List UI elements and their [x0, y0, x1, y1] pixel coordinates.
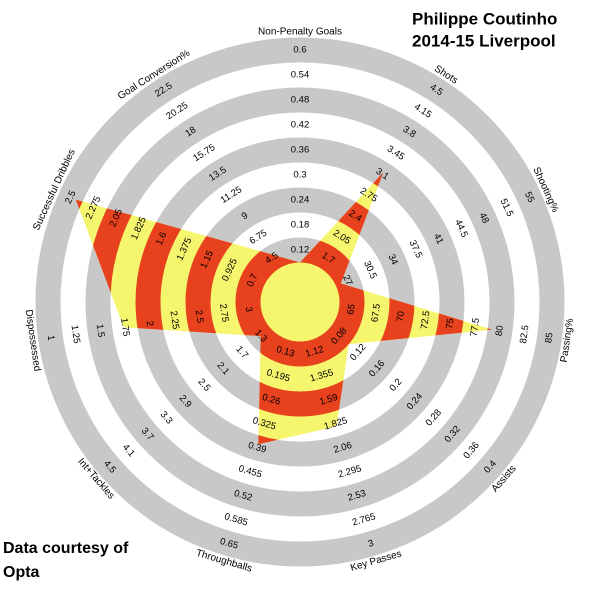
tick-label: 3: [243, 306, 255, 313]
tick-label: 0.18: [291, 220, 310, 231]
tick-label: 77.5: [468, 317, 482, 337]
tick-label: 0.12: [348, 342, 368, 363]
tick-label: 1.75: [118, 317, 132, 337]
tick-label: 2.53: [346, 488, 367, 504]
tick-label: 0.13: [275, 344, 296, 360]
tick-label: 11.25: [219, 184, 244, 206]
tick-label: 2.765: [351, 511, 377, 528]
tick-label: 6.75: [248, 228, 270, 247]
tick-label: 2.5: [63, 189, 78, 206]
tick-label: 0.36: [291, 145, 310, 156]
tick-label: 9: [240, 210, 250, 222]
tick-label: 65: [345, 303, 357, 315]
tick-label: 1.5: [94, 323, 107, 338]
tick-label: 20.25: [164, 100, 190, 122]
tick-label: 0.28: [424, 407, 444, 428]
tick-label: 4.1: [120, 442, 137, 459]
axis-label: Non-Penalty Goals: [258, 27, 342, 38]
tick-label: 1.7: [233, 344, 250, 361]
radar-area: [75, 172, 493, 445]
tick-label: 3.45: [385, 143, 407, 162]
tick-label: 3.3: [158, 409, 175, 426]
tick-label: 15.75: [191, 142, 217, 164]
tick-label: 27: [340, 273, 354, 287]
tick-label: 0.39: [247, 440, 268, 456]
tick-label: 0.54: [291, 70, 310, 81]
tick-label: 0.7: [245, 272, 260, 289]
tick-label: 0.24: [291, 195, 310, 206]
tick-label: 18: [183, 125, 198, 140]
tick-label: 0.42: [291, 120, 310, 131]
tick-label: 0.12: [291, 245, 310, 256]
tick-label: 2.25: [168, 310, 182, 330]
tick-label: 34: [386, 253, 400, 267]
tick-label: 85: [543, 332, 555, 344]
tick-label: 0.26: [261, 392, 282, 408]
tick-label: 1.12: [304, 344, 325, 360]
tick-label: 0.48: [291, 95, 310, 106]
tick-label: 4.15: [412, 101, 434, 120]
tick-label: 1.25: [69, 324, 83, 344]
tick-label: 2.5: [193, 309, 206, 324]
tick-label: 70: [395, 311, 407, 323]
tick-label: 0.3: [293, 170, 306, 181]
tick-label: 3: [367, 538, 375, 550]
tick-label: 1.59: [318, 392, 339, 408]
ring-band: [35, 37, 565, 567]
tick-label: 55: [522, 190, 536, 204]
tick-label: 75: [444, 318, 456, 330]
tick-label: 0.65: [219, 536, 240, 552]
tick-label: 0.52: [233, 488, 254, 504]
tick-label: 0.2: [388, 377, 405, 394]
ring-band: [85, 87, 515, 517]
tick-label: 2: [144, 320, 156, 327]
source-note: Opta: [3, 564, 40, 581]
source-note: Data courtesy of: [3, 540, 129, 557]
tick-label: 2.06: [332, 440, 353, 456]
tick-label: 80: [494, 325, 506, 337]
tick-label: 0.36: [461, 440, 481, 461]
tick-label: 0.6: [293, 45, 306, 56]
tick-label: 41: [431, 232, 445, 246]
tick-label: 0.455: [237, 463, 263, 480]
tick-label: 72.5: [419, 310, 433, 330]
tick-label: 0.585: [223, 511, 249, 528]
chart-subtitle: 2014-15 Liverpool: [412, 31, 556, 50]
tick-label: 1: [45, 334, 57, 341]
tick-label: 2.75: [217, 303, 231, 323]
tick-label: 30.5: [361, 259, 379, 280]
chart-title: Philippe Coutinho: [412, 9, 557, 28]
tick-label: 2.295: [337, 463, 363, 480]
tick-label: 51.5: [498, 197, 516, 218]
bands: [35, 37, 565, 567]
tick-label: 48: [477, 211, 491, 225]
tick-label: 44.5: [452, 218, 470, 239]
tick-label: 82.5: [518, 324, 532, 344]
tick-label: 67.5: [369, 303, 383, 323]
tick-label: 2.5: [196, 377, 213, 394]
tick-label: 1.6: [154, 231, 169, 248]
tick-label: 37.5: [407, 239, 425, 260]
